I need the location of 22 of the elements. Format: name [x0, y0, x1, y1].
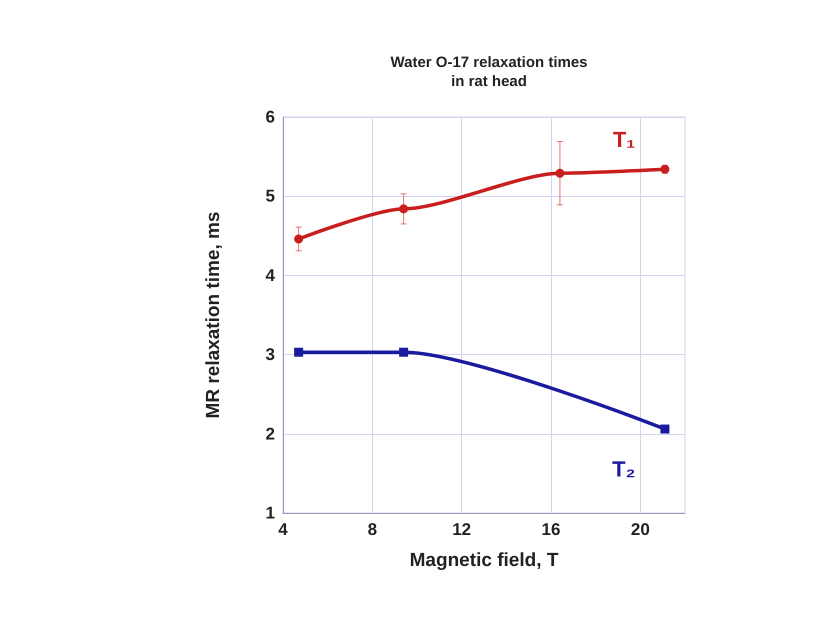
x-tick-label: 20 — [630, 520, 650, 539]
y-axis-title: MR relaxation time, ms — [203, 212, 224, 418]
x-axis-title: Magnetic field, T — [410, 550, 559, 571]
y-tick-label: 2 — [266, 424, 275, 444]
x-tick-label: 12 — [452, 520, 472, 539]
y-tick-label: 6 — [266, 108, 275, 126]
y-tick-label: 4 — [266, 266, 276, 285]
x-tick-label: 16 — [542, 520, 560, 539]
series-label: T₂ — [612, 456, 636, 482]
chart-title: Water O-17 relaxation times in rat head — [390, 54, 588, 90]
series-label: T₁ — [612, 126, 636, 152]
y-tick-label: 5 — [266, 186, 275, 206]
x-tick-label: 8 — [368, 520, 378, 539]
y-tick-label: 1 — [266, 504, 275, 522]
point — [660, 424, 670, 434]
y-tick-label: 3 — [266, 345, 275, 364]
x-tick-label: 4 — [278, 520, 288, 539]
point — [399, 348, 408, 357]
point — [555, 168, 564, 178]
point — [399, 204, 408, 214]
point — [294, 234, 304, 244]
point — [294, 348, 304, 357]
